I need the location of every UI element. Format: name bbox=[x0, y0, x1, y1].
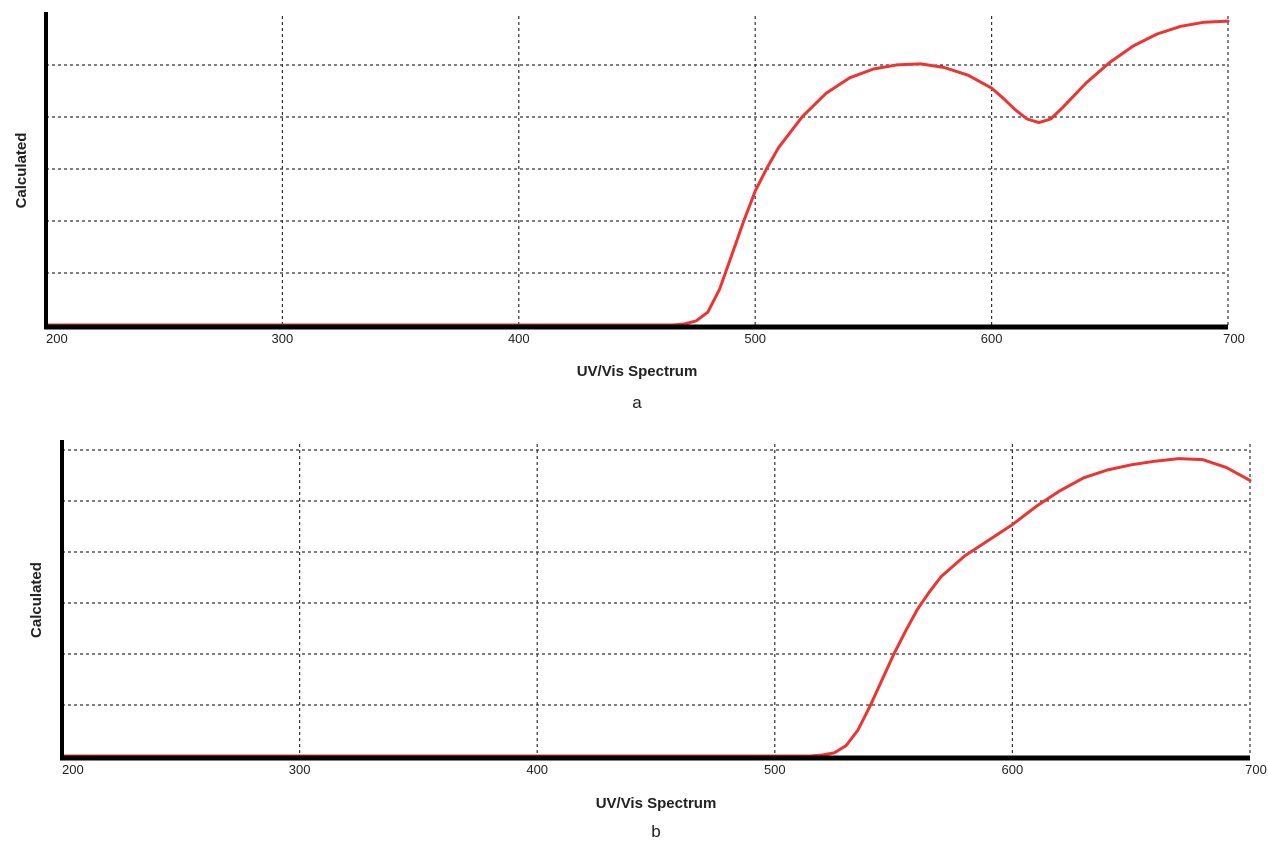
chart-b-grid bbox=[62, 444, 1251, 756]
chart-a-x-tick-label-1: 300 bbox=[272, 331, 294, 346]
chart-a-series-line bbox=[44, 19, 1230, 327]
chart-b-panel-label: b bbox=[651, 822, 660, 841]
chart-b-x-tick-label-4: 600 bbox=[1002, 762, 1024, 777]
chart-b-x-tick-label-5: 700 bbox=[1245, 762, 1267, 777]
chart-b-x-tick-label-2: 400 bbox=[526, 762, 548, 777]
chart-a-x-tick-label-3: 500 bbox=[744, 331, 766, 346]
chart-b-x-tick-label-0: 200 bbox=[62, 762, 84, 777]
chart-a-x-tick-label-0: 200 bbox=[46, 331, 68, 346]
chart-b-x-tick-label-1: 300 bbox=[289, 762, 311, 777]
chart-a-x-ticks: 200 300 400 500 600 700 bbox=[46, 331, 1245, 346]
chart-a-x-tick-label-4: 600 bbox=[981, 331, 1003, 346]
chart-a-x-tick-label-2: 400 bbox=[508, 331, 530, 346]
chart-b-x-axis-label: UV/Vis Spectrum bbox=[596, 795, 717, 812]
chart-a-x-tick-label-5: 700 bbox=[1223, 331, 1245, 346]
chart-a-x-axis-label: UV/Vis Spectrum bbox=[577, 363, 698, 380]
chart-a-panel-label: a bbox=[632, 393, 642, 412]
chart-b: 200 300 400 500 600 700 Calculated UV/Vis Spe… bbox=[28, 440, 1267, 841]
chart-a: 200 300 400 500 600 700 Calculated UV/Vis Spe… bbox=[13, 12, 1245, 412]
chart-a-y-axis-label: Calculated bbox=[13, 133, 30, 209]
chart-b-x-ticks: 200 300 400 500 600 700 bbox=[62, 762, 1267, 777]
chart-b-x-tick-label-3: 500 bbox=[764, 762, 786, 777]
chart-b-y-axis-label: Calculated bbox=[28, 562, 45, 638]
chart-a-grid bbox=[46, 16, 1229, 325]
chart-b-series-line bbox=[60, 457, 1252, 758]
